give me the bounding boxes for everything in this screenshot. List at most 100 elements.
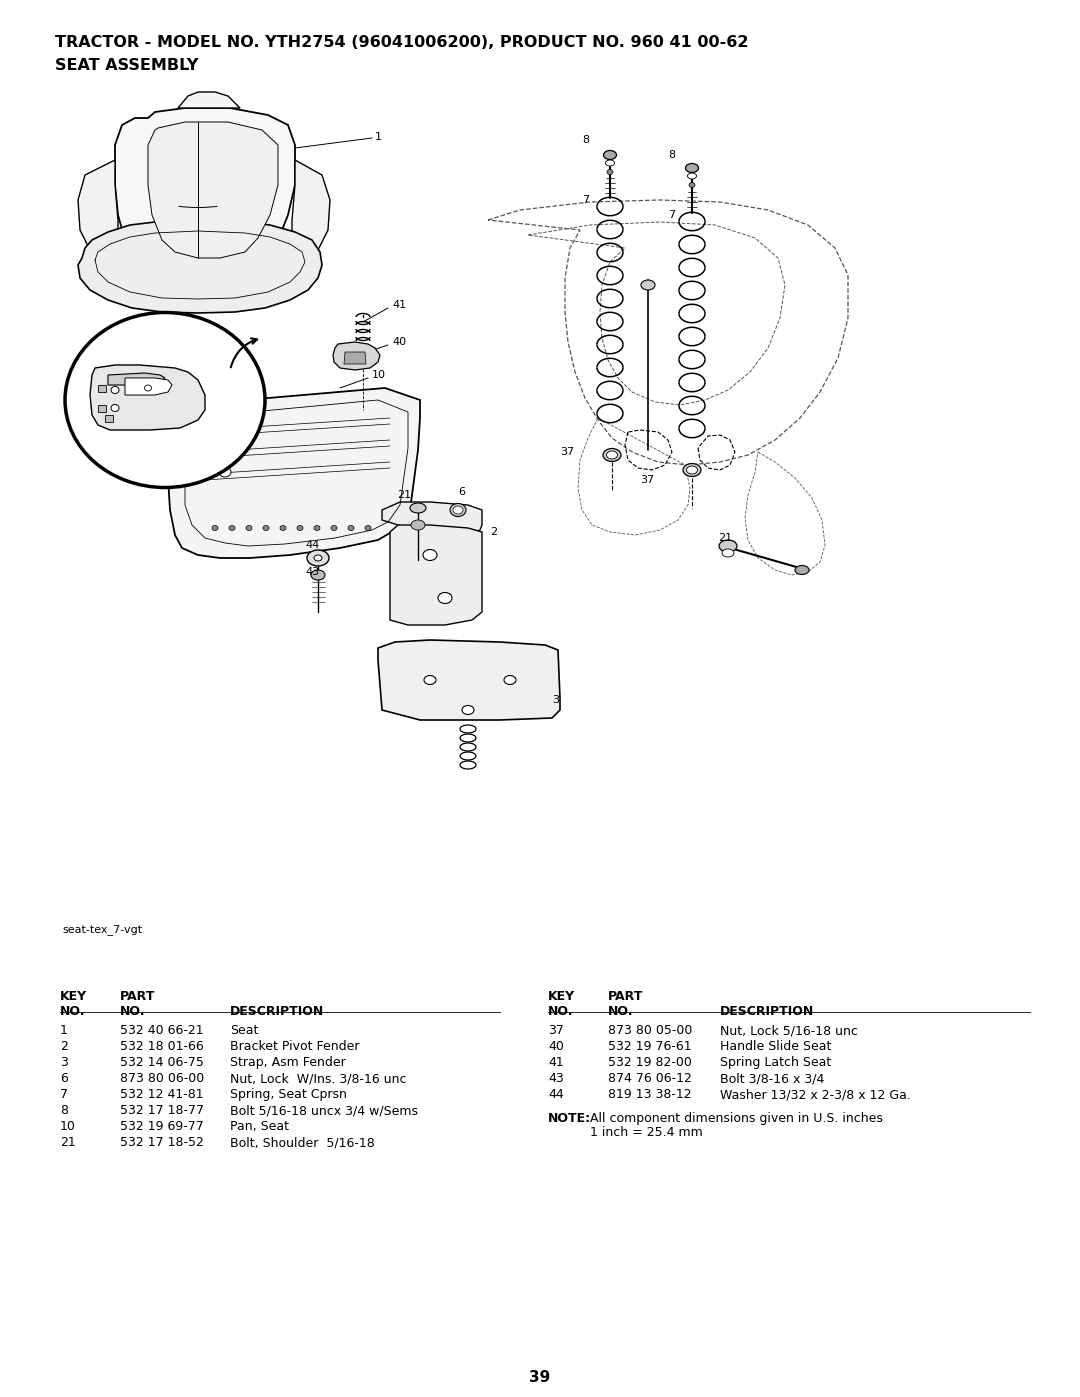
Text: 7: 7 bbox=[60, 1088, 68, 1101]
Ellipse shape bbox=[438, 592, 453, 604]
Ellipse shape bbox=[686, 163, 699, 172]
Ellipse shape bbox=[688, 173, 697, 179]
Ellipse shape bbox=[410, 503, 426, 513]
Text: Bracket Pivot Fender: Bracket Pivot Fender bbox=[230, 1039, 360, 1053]
Text: 39: 39 bbox=[529, 1370, 551, 1384]
Ellipse shape bbox=[65, 313, 265, 488]
Text: Bolt 5/16-18 uncx 3/4 w/Sems: Bolt 5/16-18 uncx 3/4 w/Sems bbox=[230, 1104, 418, 1118]
Ellipse shape bbox=[607, 169, 613, 175]
Text: 40: 40 bbox=[392, 337, 406, 346]
Polygon shape bbox=[98, 405, 106, 412]
Text: 7: 7 bbox=[582, 196, 589, 205]
Polygon shape bbox=[108, 373, 165, 386]
Text: Spring Latch Seat: Spring Latch Seat bbox=[720, 1056, 832, 1069]
Ellipse shape bbox=[219, 467, 231, 476]
Text: seat-tex_7-vgt: seat-tex_7-vgt bbox=[62, 925, 143, 936]
Text: 532 17 18-52: 532 17 18-52 bbox=[120, 1136, 204, 1148]
Text: PART: PART bbox=[608, 990, 644, 1003]
Text: 873 80 05-00: 873 80 05-00 bbox=[608, 1024, 692, 1037]
Text: 41: 41 bbox=[392, 300, 406, 310]
Ellipse shape bbox=[795, 566, 809, 574]
Polygon shape bbox=[78, 161, 118, 260]
Ellipse shape bbox=[246, 525, 252, 531]
Text: Bolt 3/8-16 x 3/4: Bolt 3/8-16 x 3/4 bbox=[720, 1071, 824, 1085]
Text: All component dimensions given in U.S. inches: All component dimensions given in U.S. i… bbox=[590, 1112, 882, 1125]
Ellipse shape bbox=[348, 525, 354, 531]
Polygon shape bbox=[148, 122, 278, 258]
Text: 37: 37 bbox=[548, 1024, 564, 1037]
Text: 532 18 01-66: 532 18 01-66 bbox=[120, 1039, 204, 1053]
Text: NO.: NO. bbox=[60, 1004, 85, 1018]
Ellipse shape bbox=[330, 525, 337, 531]
Ellipse shape bbox=[311, 570, 325, 580]
Ellipse shape bbox=[297, 525, 303, 531]
Text: 3: 3 bbox=[552, 694, 559, 705]
Text: 10: 10 bbox=[372, 370, 386, 380]
Text: 44: 44 bbox=[305, 541, 320, 550]
Text: 532 12 41-81: 532 12 41-81 bbox=[120, 1088, 204, 1101]
Text: 43: 43 bbox=[548, 1071, 564, 1085]
Polygon shape bbox=[390, 525, 482, 624]
Polygon shape bbox=[378, 640, 561, 719]
Text: Seat: Seat bbox=[230, 1024, 258, 1037]
Text: 43: 43 bbox=[305, 567, 319, 577]
Ellipse shape bbox=[264, 525, 269, 531]
Text: 2: 2 bbox=[490, 527, 497, 536]
Text: KEY: KEY bbox=[60, 990, 87, 1003]
Polygon shape bbox=[345, 352, 366, 365]
Text: 6: 6 bbox=[60, 1071, 68, 1085]
Ellipse shape bbox=[307, 550, 329, 566]
Ellipse shape bbox=[504, 676, 516, 685]
Ellipse shape bbox=[723, 549, 734, 557]
Polygon shape bbox=[105, 415, 113, 422]
Ellipse shape bbox=[280, 525, 286, 531]
Text: NOTE:: NOTE: bbox=[548, 1112, 591, 1125]
Text: 873 80 06-00: 873 80 06-00 bbox=[120, 1071, 204, 1085]
Text: SEAT ASSEMBLY: SEAT ASSEMBLY bbox=[55, 59, 199, 73]
Text: Bolt, Shoulder  5/16-18: Bolt, Shoulder 5/16-18 bbox=[230, 1136, 375, 1148]
Text: 41: 41 bbox=[548, 1056, 564, 1069]
Text: PART: PART bbox=[120, 990, 156, 1003]
Text: Nut, Lock 5/16-18 unc: Nut, Lock 5/16-18 unc bbox=[720, 1024, 858, 1037]
Ellipse shape bbox=[606, 161, 615, 166]
Text: 874 76 06-12: 874 76 06-12 bbox=[608, 1071, 692, 1085]
Ellipse shape bbox=[719, 541, 737, 552]
Ellipse shape bbox=[450, 503, 465, 517]
Polygon shape bbox=[178, 92, 240, 108]
Text: 3: 3 bbox=[60, 1056, 68, 1069]
Polygon shape bbox=[382, 502, 482, 535]
Text: Pan, Seat: Pan, Seat bbox=[230, 1120, 289, 1133]
Ellipse shape bbox=[683, 464, 701, 476]
Polygon shape bbox=[98, 386, 106, 393]
Ellipse shape bbox=[314, 555, 322, 562]
Ellipse shape bbox=[111, 387, 119, 394]
Ellipse shape bbox=[462, 705, 474, 714]
Text: 532 19 82-00: 532 19 82-00 bbox=[608, 1056, 692, 1069]
Polygon shape bbox=[333, 342, 380, 370]
Polygon shape bbox=[125, 379, 172, 395]
Polygon shape bbox=[292, 161, 330, 260]
Text: Washer 13/32 x 2-3/8 x 12 Ga.: Washer 13/32 x 2-3/8 x 12 Ga. bbox=[720, 1088, 910, 1101]
Text: DESCRIPTION: DESCRIPTION bbox=[230, 1004, 324, 1018]
Ellipse shape bbox=[424, 676, 436, 685]
Ellipse shape bbox=[604, 151, 617, 159]
Ellipse shape bbox=[229, 525, 235, 531]
Text: Nut, Lock  W/Ins. 3/8-16 unc: Nut, Lock W/Ins. 3/8-16 unc bbox=[230, 1071, 406, 1085]
Ellipse shape bbox=[642, 279, 654, 291]
Text: 1 inch = 25.4 mm: 1 inch = 25.4 mm bbox=[590, 1126, 703, 1139]
Text: 37: 37 bbox=[640, 475, 654, 485]
Ellipse shape bbox=[607, 451, 618, 460]
Ellipse shape bbox=[145, 386, 151, 391]
Text: 819 13 38-12: 819 13 38-12 bbox=[608, 1088, 691, 1101]
Text: 532 19 69-77: 532 19 69-77 bbox=[120, 1120, 204, 1133]
Polygon shape bbox=[90, 365, 205, 430]
Text: 6: 6 bbox=[458, 488, 465, 497]
Text: 44: 44 bbox=[548, 1088, 564, 1101]
Text: 532 14 06-75: 532 14 06-75 bbox=[120, 1056, 204, 1069]
Ellipse shape bbox=[423, 549, 437, 560]
Text: NO.: NO. bbox=[120, 1004, 146, 1018]
Text: 532 19 76-61: 532 19 76-61 bbox=[608, 1039, 691, 1053]
Polygon shape bbox=[114, 108, 295, 286]
Text: Handle Slide Seat: Handle Slide Seat bbox=[720, 1039, 832, 1053]
Text: 21: 21 bbox=[718, 534, 732, 543]
